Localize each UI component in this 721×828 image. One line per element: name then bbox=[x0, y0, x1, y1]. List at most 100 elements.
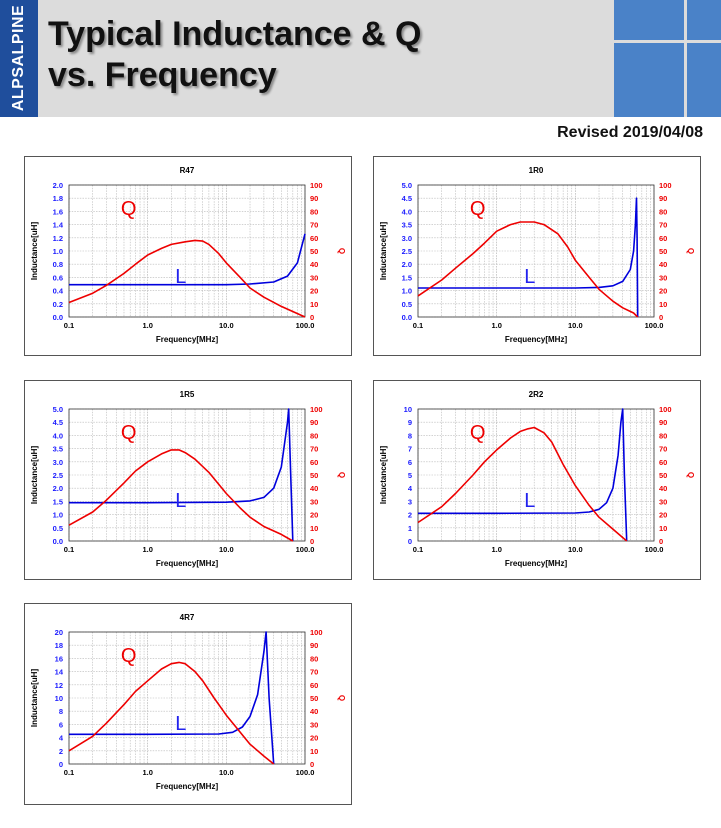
y-tick-left-label: 4.0 bbox=[402, 207, 412, 216]
y-tick-left-label: 1.6 bbox=[53, 207, 63, 216]
y-tick-right-label: 70 bbox=[310, 445, 318, 454]
x-axis-label: Frequency[MHz] bbox=[505, 335, 568, 344]
x-tick-label: 0.1 bbox=[413, 545, 423, 554]
y-tick-left-label: 14 bbox=[55, 668, 64, 677]
x-tick-label: 10.0 bbox=[219, 768, 234, 777]
chart-panel-1r0: 1R0 0.0 0.5 1.0 1.5 2.0 2.5 3.0 3.5 4.0 4.5 5.0 0 10 2… bbox=[373, 156, 701, 356]
y-tick-left-label: 5 bbox=[408, 471, 412, 480]
y-tick-left-label: 0.5 bbox=[53, 524, 63, 533]
y-tick-left-label: 0.5 bbox=[402, 300, 412, 309]
y-tick-right-label: 20 bbox=[659, 511, 667, 520]
y-tick-left-label: 0.2 bbox=[53, 300, 63, 309]
y-axis-label-right: Q bbox=[337, 248, 346, 254]
y-tick-right-label: 20 bbox=[310, 734, 318, 743]
y-tick-right-label: 10 bbox=[310, 524, 318, 533]
title-line-1: Typical Inductance & Q bbox=[48, 15, 422, 53]
chart-title: 2R2 bbox=[529, 390, 544, 399]
deco-block-1 bbox=[614, 0, 684, 40]
y-tick-left-label: 1.5 bbox=[53, 497, 63, 506]
chart-2r2: 2R201234567891001020304050607080901000.1… bbox=[379, 390, 695, 568]
y-tick-left-label: 0.0 bbox=[53, 537, 63, 546]
deco-block-2 bbox=[687, 0, 721, 40]
y-tick-right-label: 50 bbox=[659, 471, 667, 480]
y-tick-left-label: 7 bbox=[408, 445, 412, 454]
y-tick-right-label: 10 bbox=[659, 300, 667, 309]
x-tick-label: 100.0 bbox=[645, 321, 664, 330]
y-tick-left-label: 3.5 bbox=[53, 445, 63, 454]
y-tick-left-label: 10 bbox=[404, 405, 412, 414]
y-tick-right-label: 10 bbox=[310, 300, 318, 309]
annotation-l: L bbox=[175, 266, 186, 288]
y-tick-right-label: 40 bbox=[310, 260, 318, 269]
plot-area bbox=[417, 408, 655, 542]
x-tick-label: 1.0 bbox=[142, 321, 152, 330]
y-axis-label-right: Q bbox=[686, 248, 695, 254]
chart-title: 1R0 bbox=[529, 166, 544, 175]
y-tick-right-label: 10 bbox=[310, 747, 318, 756]
y-tick-right-label: 70 bbox=[659, 221, 667, 230]
y-tick-left-label: 1.2 bbox=[53, 234, 63, 243]
y-tick-left-label: 10 bbox=[55, 694, 63, 703]
y-tick-left-label: 0.8 bbox=[53, 260, 63, 269]
x-tick-label: 0.1 bbox=[64, 545, 74, 554]
y-tick-right-label: 30 bbox=[659, 497, 667, 506]
plot-area bbox=[68, 408, 306, 542]
y-tick-right-label: 30 bbox=[310, 720, 318, 729]
y-tick-right-label: 80 bbox=[310, 207, 318, 216]
y-tick-right-label: 80 bbox=[310, 431, 318, 440]
header: ALPSALPINE Typical Inductance & Q vs. Fr… bbox=[0, 0, 721, 117]
deco-block-3 bbox=[614, 43, 684, 117]
y-tick-right-label: 100 bbox=[310, 628, 323, 637]
y-tick-left-label: 5.0 bbox=[402, 181, 412, 190]
y-tick-right-label: 40 bbox=[659, 484, 667, 493]
y-tick-right-label: 0 bbox=[310, 760, 314, 769]
y-axis-label-left: Inductance[uH] bbox=[30, 669, 39, 728]
x-tick-label: 100.0 bbox=[296, 768, 315, 777]
x-axis-label: Frequency[MHz] bbox=[156, 335, 219, 344]
y-tick-right-label: 60 bbox=[310, 234, 318, 243]
x-axis-label: Frequency[MHz] bbox=[156, 559, 219, 568]
y-tick-left-label: 18 bbox=[55, 641, 63, 650]
annotation-l: L bbox=[175, 713, 186, 735]
y-tick-right-label: 40 bbox=[310, 707, 318, 716]
y-tick-left-label: 0.0 bbox=[53, 313, 63, 322]
y-tick-left-label: 1.5 bbox=[402, 273, 412, 282]
y-axis-label-right: Q bbox=[337, 695, 346, 701]
y-tick-right-label: 70 bbox=[659, 445, 667, 454]
annotation-q: Q bbox=[470, 422, 486, 444]
y-tick-left-label: 2.0 bbox=[53, 484, 63, 493]
y-tick-left-label: 2.0 bbox=[402, 260, 412, 269]
revised-date: Revised 2019/04/08 bbox=[557, 124, 703, 141]
brand-logo: ALPSALPINE bbox=[0, 0, 38, 117]
x-tick-label: 10.0 bbox=[219, 321, 234, 330]
y-tick-right-label: 50 bbox=[659, 247, 667, 256]
series-q-line bbox=[68, 239, 306, 318]
y-tick-right-label: 70 bbox=[310, 221, 318, 230]
page-title: Typical Inductance & Q vs. Frequency bbox=[48, 14, 421, 96]
y-tick-right-label: 20 bbox=[659, 287, 667, 296]
y-tick-left-label: 0 bbox=[408, 537, 412, 546]
y-tick-right-label: 0 bbox=[310, 537, 314, 546]
chart-panel-4r7: 4R7 0 2 4 6 8 10 12 14 16 18 20 0 10 20 30 40 50 60 70 80 90 1… bbox=[24, 603, 352, 805]
series-q-line bbox=[417, 221, 639, 318]
y-tick-right-label: 100 bbox=[310, 181, 323, 190]
y-tick-left-label: 2 bbox=[408, 511, 412, 520]
y-tick-right-label: 90 bbox=[659, 418, 667, 427]
y-tick-right-label: 0 bbox=[659, 313, 663, 322]
chart-title: 4R7 bbox=[180, 613, 195, 622]
y-tick-left-label: 4 bbox=[408, 484, 413, 493]
y-tick-left-label: 0.0 bbox=[402, 313, 412, 322]
y-tick-right-label: 100 bbox=[310, 405, 323, 414]
y-tick-left-label: 2.5 bbox=[53, 471, 63, 480]
x-tick-label: 1.0 bbox=[491, 545, 501, 554]
y-tick-left-label: 0.6 bbox=[53, 273, 63, 282]
y-tick-left-label: 2.0 bbox=[53, 181, 63, 190]
x-tick-label: 100.0 bbox=[296, 321, 315, 330]
series-l-line bbox=[69, 233, 306, 286]
y-tick-left-label: 0 bbox=[59, 760, 63, 769]
grid bbox=[417, 184, 655, 318]
series-q-line bbox=[417, 426, 628, 542]
chart-title: R47 bbox=[180, 166, 195, 175]
y-tick-left-label: 8 bbox=[59, 707, 63, 716]
series-l-line bbox=[69, 631, 275, 765]
